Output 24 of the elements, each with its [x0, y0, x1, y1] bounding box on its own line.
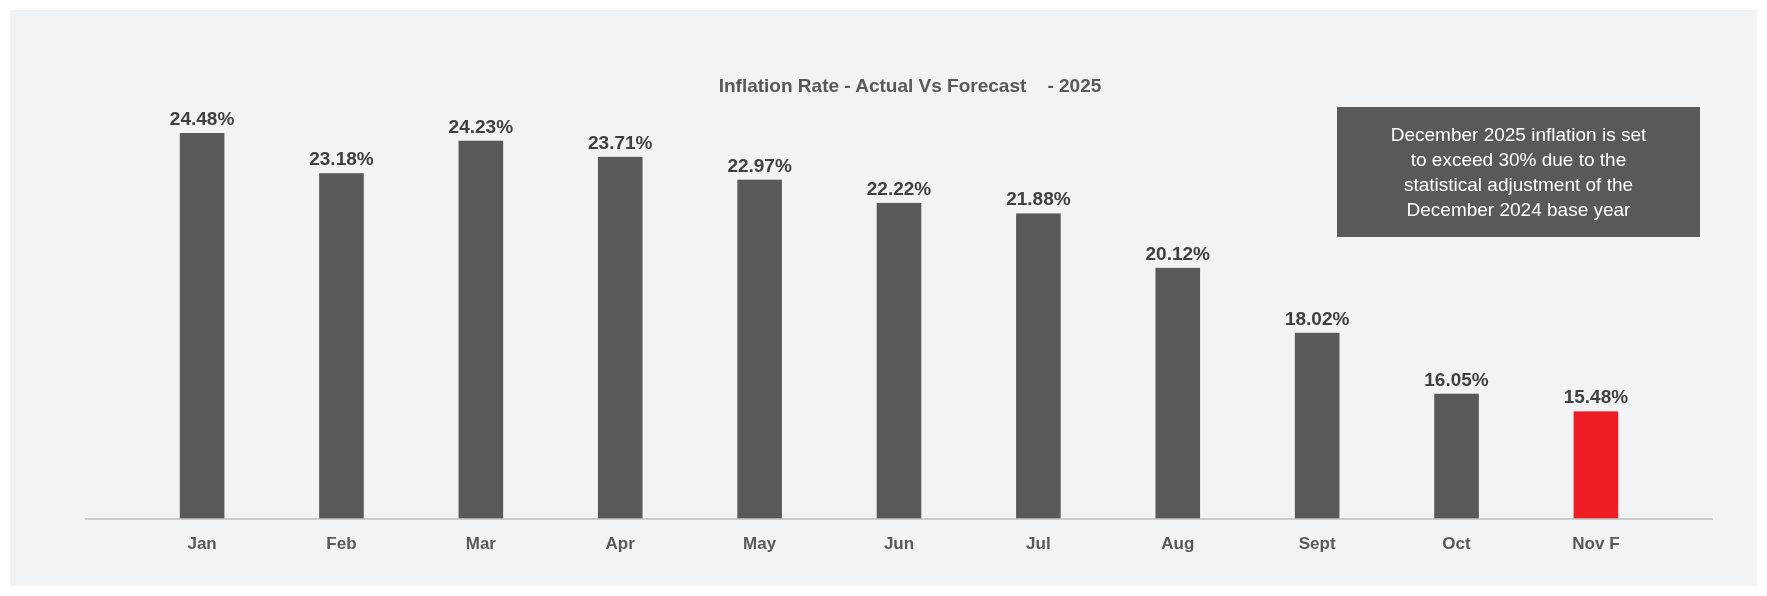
data-label: 21.88% [1006, 188, 1071, 210]
data-label: 18.02% [1284, 307, 1350, 329]
x-tick-label: Sept [1298, 534, 1336, 554]
x-tick-label: Aug [1161, 534, 1195, 554]
x-tick-label: Jul [1026, 534, 1051, 554]
x-tick-label: May [743, 534, 777, 554]
data-label: 15.48% [1563, 386, 1629, 408]
x-tick-label: Mar [465, 534, 497, 554]
data-label: 22.22% [866, 177, 932, 199]
x-tick-label: Feb [326, 534, 357, 554]
data-label: 24.23% [448, 115, 514, 137]
x-tick-label: Apr [605, 534, 636, 554]
x-tick-label: Nov F [1572, 534, 1620, 554]
callout-box: December 2025 inflation is set to exceed 30% due to the statistical adjustment of the December 2024 base year [1337, 107, 1700, 237]
chart-title: Inflation Rate - Actual Vs Forecast - 2025 [718, 75, 1102, 96]
x-tick-label: Jun [883, 534, 915, 554]
data-label: 22.97% [727, 154, 792, 176]
x-tick-label: Jan [187, 534, 217, 554]
data-label: 16.05% [1424, 368, 1489, 390]
x-tick-label: Oct [1442, 534, 1472, 554]
data-label: 23.71% [588, 131, 653, 153]
data-label: 24.48% [169, 108, 235, 129]
data-label: 23.18% [309, 148, 374, 170]
data-label: 20.12% [1145, 242, 1211, 264]
